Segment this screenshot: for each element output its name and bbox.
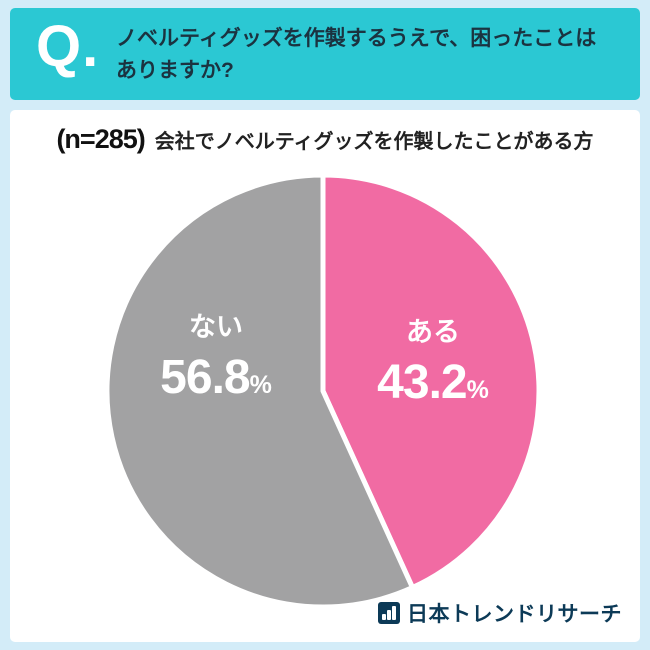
pie-slice-0 xyxy=(320,172,542,591)
question-text: ノベルティグッズを作製するうえで、困ったことは ありますか? xyxy=(116,23,596,87)
sample-subtitle: (n=285) 会社でノベルティグッズを作製したことがある方 xyxy=(10,124,640,155)
pie-slice-1 xyxy=(104,172,416,610)
sample-size: (n=285) xyxy=(56,124,145,154)
brand-chart-icon xyxy=(378,602,400,624)
brand-name: 日本トレンドリサーチ xyxy=(407,603,622,626)
sample-description: 会社でノベルティグッズを作製したことがある方 xyxy=(154,131,594,153)
question-header: Q. ノベルティグッズを作製するうえで、困ったことは ありますか? xyxy=(10,8,640,100)
question-line-2: ありますか? xyxy=(116,59,234,82)
chart-panel: (n=285) 会社でノベルティグッズを作製したことがある方 ない 56.8% … xyxy=(10,110,640,642)
pie-chart xyxy=(98,166,548,616)
q-mark-label: Q. xyxy=(36,14,100,79)
question-line-1: ノベルティグッズを作製するうえで、困ったことは xyxy=(116,27,597,50)
brand-logo: 日本トレンドリサーチ xyxy=(378,598,622,628)
pie-svg xyxy=(104,172,542,610)
